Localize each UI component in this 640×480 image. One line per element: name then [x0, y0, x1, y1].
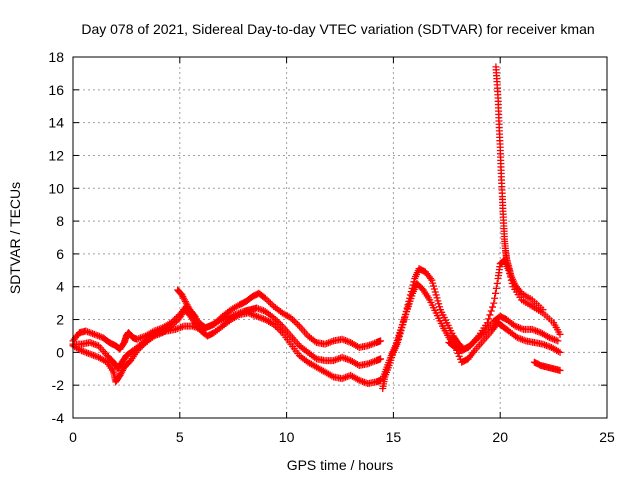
data-point: [290, 317, 298, 325]
data-point: [469, 348, 477, 356]
data-point: [539, 306, 547, 314]
data-point: [492, 284, 500, 292]
data-point: [292, 319, 300, 327]
y-tick-label: -2: [52, 377, 65, 393]
y-tick-label: 0: [56, 344, 64, 360]
x-tick-labels: 0 5 10 15 20 25: [69, 429, 615, 445]
x-tick-label: 10: [279, 429, 295, 445]
series-track-4: [174, 286, 199, 320]
data-point: [556, 366, 564, 374]
data-point: [265, 297, 273, 305]
data-point: [277, 320, 285, 328]
data-point: [190, 311, 198, 319]
data-point: [489, 303, 497, 311]
y-tick-label: -4: [52, 410, 65, 426]
data-point: [191, 312, 199, 320]
data-point: [487, 307, 495, 315]
x-tick-label: 5: [176, 429, 184, 445]
y-axis-label: SDTVAR / TECUs: [7, 182, 23, 294]
data-point: [492, 289, 500, 297]
y-tick-label: 12: [48, 147, 64, 163]
data-point: [273, 324, 281, 332]
data-point: [486, 311, 494, 319]
y-tick-label: 16: [48, 82, 64, 98]
series-track-6: [379, 279, 564, 383]
y-tick-label: 10: [48, 180, 64, 196]
data-point: [556, 330, 564, 338]
data-point: [172, 317, 180, 325]
data-point: [556, 348, 564, 356]
y-tick-label: 14: [48, 115, 64, 131]
data-points: [69, 63, 564, 392]
series-track-9: [492, 63, 547, 314]
data-point: [294, 320, 302, 328]
y-tick-labels: -4 -2 0 2 4 6 8 10 12 14 16 18: [48, 49, 64, 426]
data-point: [485, 315, 493, 323]
x-tick-label: 25: [599, 429, 615, 445]
y-tick-label: 4: [56, 279, 64, 295]
x-tick-label: 20: [492, 429, 508, 445]
x-tick-label: 0: [69, 429, 77, 445]
x-axis-label: GPS time / hours: [287, 457, 394, 473]
data-point: [275, 325, 283, 333]
plot-frame: [72, 56, 608, 419]
data-point: [493, 279, 501, 287]
data-point: [410, 278, 418, 286]
data-point: [377, 355, 385, 363]
data-point: [266, 299, 274, 307]
axis-ticks: [72, 56, 608, 419]
series-track-8: [530, 358, 564, 374]
chart-title: Day 078 of 2021, Sidereal Day-to-day VTE…: [81, 21, 594, 37]
data-point: [490, 299, 498, 307]
y-tick-label: 18: [48, 49, 64, 65]
data-point: [275, 319, 283, 327]
data-point: [554, 337, 562, 345]
y-tick-label: 8: [56, 213, 64, 229]
x-tick-label: 15: [386, 429, 402, 445]
data-point: [491, 294, 499, 302]
series-track-5: [379, 256, 564, 392]
y-tick-label: 6: [56, 246, 64, 262]
y-tick-label: 2: [56, 312, 64, 328]
grid: [73, 57, 607, 418]
series-track-3: [69, 306, 385, 388]
data-point: [427, 275, 435, 283]
series-track-7: [445, 312, 562, 355]
data-point: [377, 337, 385, 345]
